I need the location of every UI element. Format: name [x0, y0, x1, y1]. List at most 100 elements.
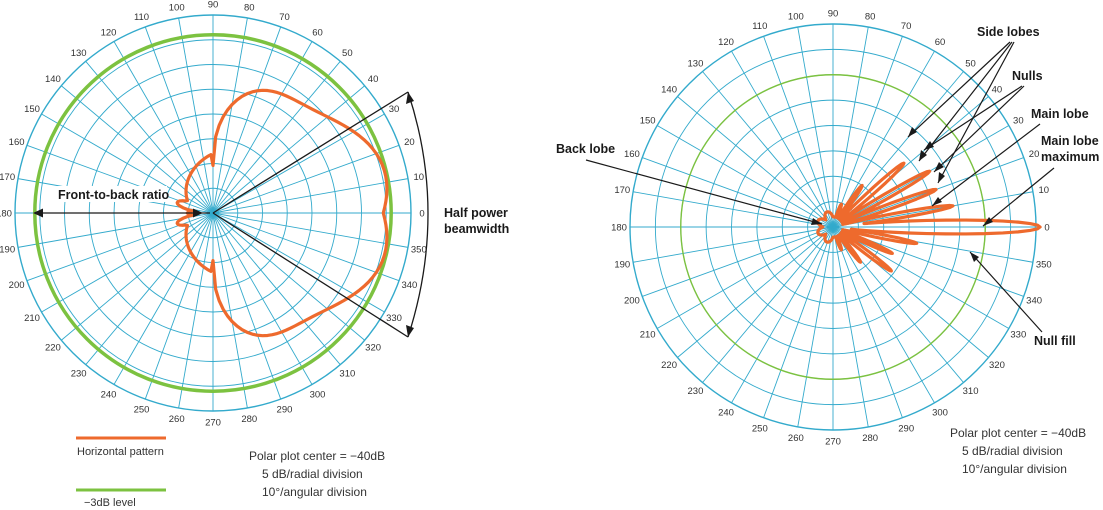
left-angle-label: 160 — [9, 137, 25, 148]
right-angle-label: 140 — [661, 85, 677, 96]
main-lobe-max-pointer — [983, 168, 1054, 226]
main-lobe-label: Main lobe — [1031, 107, 1089, 121]
left-angle-label: 180 — [0, 208, 12, 219]
right-angle-label: 230 — [688, 386, 704, 397]
right-angle-label: 280 — [862, 433, 878, 444]
left-angle-label: 210 — [24, 313, 40, 324]
left-angle-label: 300 — [310, 389, 326, 400]
right-angle-label: 70 — [901, 21, 912, 32]
left-note-center: Polar plot center = −40dB — [249, 449, 385, 463]
side-lobes-arrowhead-3 — [938, 172, 945, 183]
main-lobe-max-label-line2: maximum — [1041, 150, 1099, 164]
left-legend: Horizontal pattern −3dB level — [76, 438, 166, 509]
left-angle-label: 40 — [368, 74, 379, 85]
left-angle-label: 10 — [414, 172, 425, 183]
left-angle-label: 50 — [342, 48, 353, 59]
right-plot-notes: Polar plot center = −40dB 5 dB/radial di… — [950, 426, 1086, 476]
left-angle-label: 20 — [404, 137, 415, 148]
right-angle-label: 260 — [788, 433, 804, 444]
side-lobes-pointer-3 — [938, 42, 1014, 183]
left-note-angular: 10°/angular division — [262, 485, 367, 499]
right-angle-label: 270 — [825, 436, 841, 447]
left-angle-label: 310 — [339, 368, 355, 379]
right-angle-label: 160 — [624, 149, 640, 160]
right-angle-label: 180 — [611, 222, 627, 233]
left-angle-label: 290 — [277, 405, 293, 416]
left-angle-label: 260 — [169, 414, 185, 425]
left-angle-label: 350 — [411, 245, 427, 256]
left-angle-label: 270 — [205, 417, 221, 428]
right-angle-label: 300 — [932, 408, 948, 419]
right-angle-label: 10 — [1038, 185, 1049, 196]
null-fill-label: Null fill — [1034, 334, 1076, 348]
left-angle-label: 330 — [386, 313, 402, 324]
right-angle-label: 120 — [718, 37, 734, 48]
left-angle-label: 340 — [401, 280, 417, 291]
left-angle-label: 120 — [101, 27, 117, 38]
left-angle-label: 230 — [71, 368, 87, 379]
right-angle-label: 330 — [1010, 329, 1026, 340]
left-angle-label: 140 — [45, 74, 61, 85]
half-power-label-line2: beamwidth — [444, 222, 509, 236]
left-angle-label: 220 — [45, 343, 61, 354]
right-angle-label: 90 — [828, 8, 839, 19]
right-angle-label: 190 — [614, 259, 630, 270]
nulls-label: Nulls — [1012, 69, 1043, 83]
beamwidth-arrowhead-bottom — [406, 325, 414, 337]
null-fill-pointer — [970, 252, 1042, 332]
right-polar-plot: 0102030405060708090100110120130140150160… — [556, 8, 1099, 476]
right-angle-label: 150 — [640, 115, 656, 126]
right-angle-label: 100 — [788, 12, 804, 23]
right-angle-label: 80 — [865, 12, 876, 23]
left-angle-label: 90 — [208, 0, 219, 10]
right-angle-label: 60 — [935, 37, 946, 48]
left-angle-label: 30 — [389, 104, 400, 115]
left-angle-label: 200 — [9, 280, 25, 291]
left-angle-label: 250 — [134, 405, 150, 416]
right-angle-label: 350 — [1036, 259, 1052, 270]
legend-3db-label: −3dB level — [84, 497, 136, 509]
right-note-radial: 5 dB/radial division — [962, 444, 1063, 458]
left-note-radial: 5 dB/radial division — [262, 467, 363, 481]
left-plot-notes: Polar plot center = −40dB 5 dB/radial di… — [249, 449, 385, 499]
left-angle-label: 150 — [24, 104, 40, 115]
side-lobes-label: Side lobes — [977, 25, 1040, 39]
half-power-label-line1: Half power — [444, 206, 508, 220]
left-angle-label: 190 — [0, 245, 15, 256]
right-polar-grid — [630, 24, 1036, 430]
legend-horizontal-pattern-label: Horizontal pattern — [77, 446, 164, 458]
right-angle-label: 310 — [963, 386, 979, 397]
right-angle-label: 210 — [640, 329, 656, 340]
right-angle-label: 40 — [992, 85, 1003, 96]
right-angle-label: 130 — [688, 58, 704, 69]
right-angle-label: 220 — [661, 360, 677, 371]
main-lobe-max-label-line1: Main lobe — [1041, 134, 1099, 148]
right-angle-label: 240 — [718, 408, 734, 419]
front-to-back-label: Front-to-back ratio — [58, 188, 169, 202]
left-angle-label: 110 — [134, 12, 149, 23]
right-angle-label: 20 — [1029, 149, 1040, 160]
back-lobe-label: Back lobe — [556, 142, 615, 156]
right-angle-label: 340 — [1026, 295, 1042, 306]
right-note-angular: 10°/angular division — [962, 462, 1067, 476]
left-angle-label: 70 — [279, 12, 290, 23]
front-to-back-arrowhead-right — [193, 209, 203, 218]
left-angle-label: 80 — [244, 2, 255, 13]
left-angle-label: 170 — [0, 172, 15, 183]
right-note-center: Polar plot center = −40dB — [950, 426, 1086, 440]
right-angle-label: 290 — [898, 423, 914, 434]
right-angle-label: 0 — [1044, 222, 1049, 233]
left-angle-label: 320 — [365, 343, 381, 354]
left-angle-label: 60 — [312, 27, 323, 38]
right-angle-label: 170 — [614, 185, 630, 196]
right-angle-label: 250 — [752, 423, 768, 434]
right-angle-label: 50 — [965, 58, 976, 69]
left-angle-label: 0 — [419, 208, 424, 219]
left-angle-label: 240 — [101, 389, 117, 400]
left-angle-label: 130 — [71, 48, 87, 59]
right-angle-label: 320 — [989, 360, 1005, 371]
left-angle-label: 100 — [169, 2, 185, 13]
left-angle-label: 280 — [241, 414, 257, 425]
right-angle-label: 30 — [1013, 115, 1024, 126]
